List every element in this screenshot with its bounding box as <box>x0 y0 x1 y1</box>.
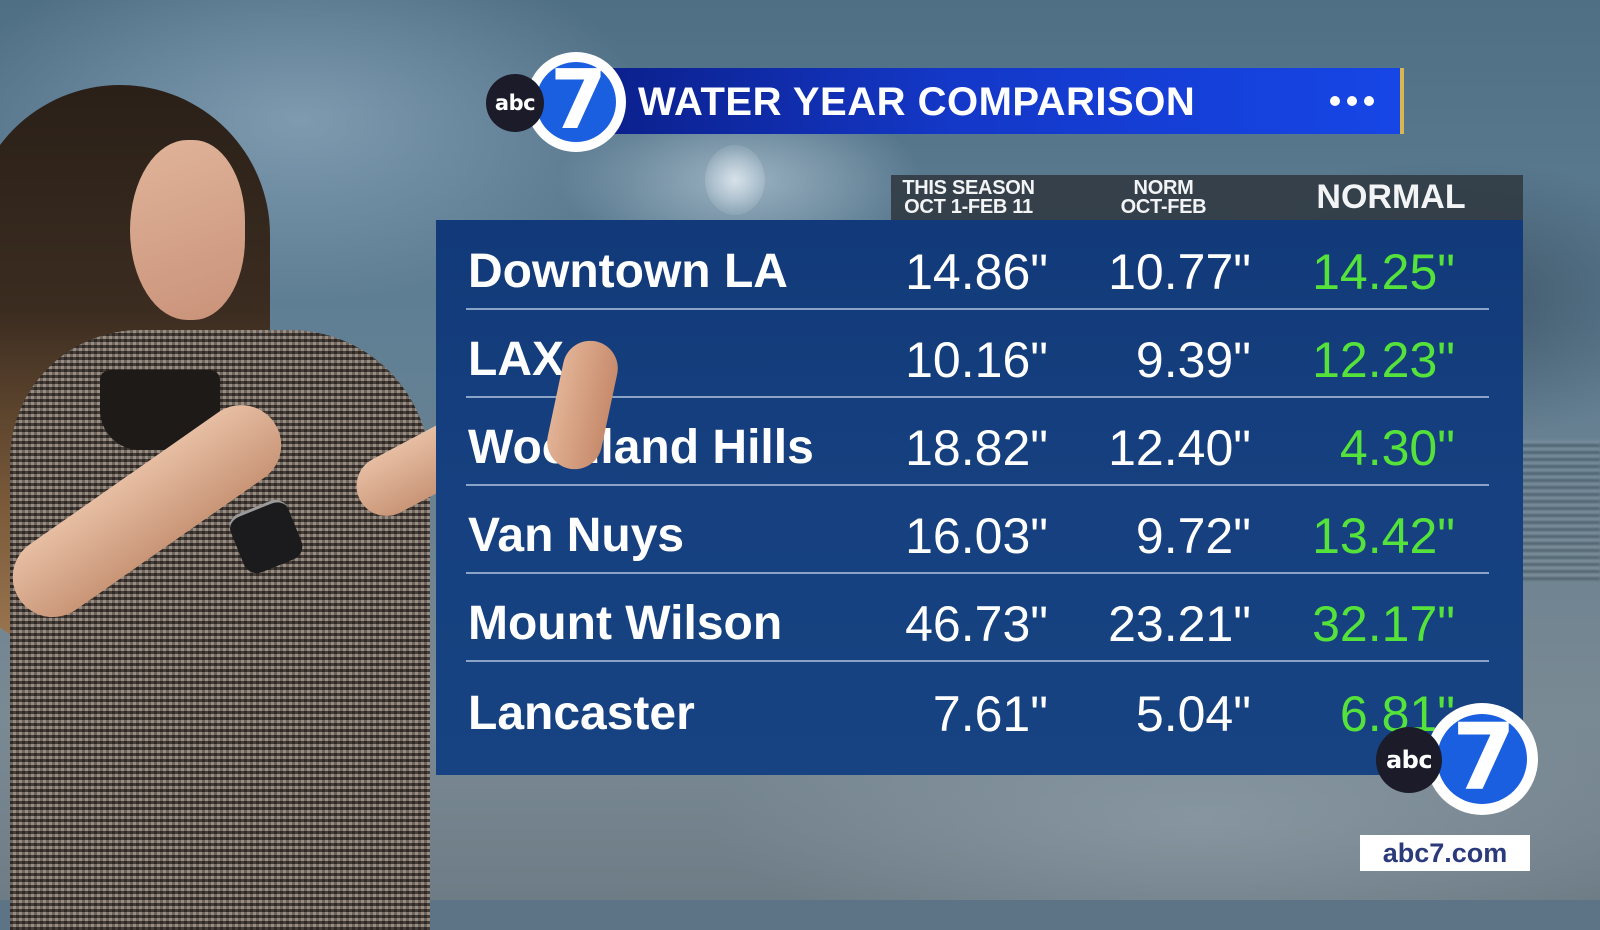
this-season-value: 16.03" <box>905 508 1048 564</box>
this-season-value: 10.16" <box>905 332 1048 388</box>
table-row: Downtown LA 14.86" 10.77" 14.25" <box>436 222 1523 310</box>
logo-abc: abc <box>1376 727 1442 793</box>
location-name: Mount Wilson <box>468 597 783 650</box>
row-divider <box>466 572 1489 574</box>
row-divider <box>466 308 1489 310</box>
column-header-norm-oct-feb: NORM OCT-FEB <box>1120 176 1207 218</box>
norm-oct-feb-value: 12.40" <box>1108 420 1251 476</box>
norm-oct-feb-value: 5.04" <box>1135 686 1251 742</box>
norm-oct-feb-value: 10.77" <box>1108 244 1251 300</box>
weather-presenter <box>0 0 620 930</box>
table-row: Van Nuys 16.03" 9.72" 13.42" <box>436 486 1523 574</box>
logo-seven: 7 <box>550 53 608 148</box>
this-season-value: 7.61" <box>932 686 1048 742</box>
table-row: LAX 10.16" 9.39" 12.23" <box>436 310 1523 398</box>
this-season-value: 46.73" <box>905 596 1048 652</box>
row-divider <box>466 396 1489 398</box>
graphic-title: WATER YEAR COMPARISON <box>638 80 1196 124</box>
normal-value: 32.17" <box>1312 596 1455 652</box>
rainfall-table: Downtown LA 14.86" 10.77" 14.25" LAX 10.… <box>436 220 1523 775</box>
logo-abc: abc <box>486 74 544 132</box>
normal-value: 13.42" <box>1312 508 1455 564</box>
norm-oct-feb-value: 9.72" <box>1135 508 1251 564</box>
location-name: Van Nuys <box>468 509 685 562</box>
graphic-title-bar: WATER YEAR COMPARISON <box>592 68 1404 134</box>
table-row: Lancaster 7.61" 5.04" 6.81" <box>436 664 1523 752</box>
normal-value: 4.30" <box>1339 420 1455 476</box>
abc7-logo-top: 7 abc <box>486 52 626 152</box>
location-name: Woodland Hills <box>468 421 814 474</box>
column-header-band: THIS SEASON OCT 1-FEB 11 NORM OCT-FEB NO… <box>891 175 1523 220</box>
norm-oct-feb-value: 9.39" <box>1135 332 1251 388</box>
location-name: LAX <box>468 333 564 386</box>
logo-seven: 7 <box>1452 704 1517 811</box>
this-season-value: 14.86" <box>905 244 1048 300</box>
column-header-normal: NORMAL <box>1316 178 1466 216</box>
location-name: Downtown LA <box>468 245 788 298</box>
abc7-logo-bug: 7 abc <box>1376 703 1538 818</box>
this-season-value: 18.82" <box>905 420 1048 476</box>
background-moon <box>705 145 765 215</box>
table-row: Mount Wilson 46.73" 23.21" 32.17" <box>436 574 1523 662</box>
ellipsis-icon <box>1330 68 1374 134</box>
normal-value: 14.25" <box>1312 244 1455 300</box>
normal-value: 12.23" <box>1312 332 1455 388</box>
norm-oct-feb-value: 23.21" <box>1108 596 1251 652</box>
table-row: Woodland Hills 18.82" 12.40" 4.30" <box>436 398 1523 486</box>
location-name: Lancaster <box>468 687 695 740</box>
row-divider <box>466 660 1489 662</box>
column-header-this-season: THIS SEASON OCT 1-FEB 11 <box>902 176 1035 218</box>
row-divider <box>466 484 1489 486</box>
website-tag: abc7.com <box>1360 835 1530 871</box>
presenter-face <box>130 140 245 320</box>
